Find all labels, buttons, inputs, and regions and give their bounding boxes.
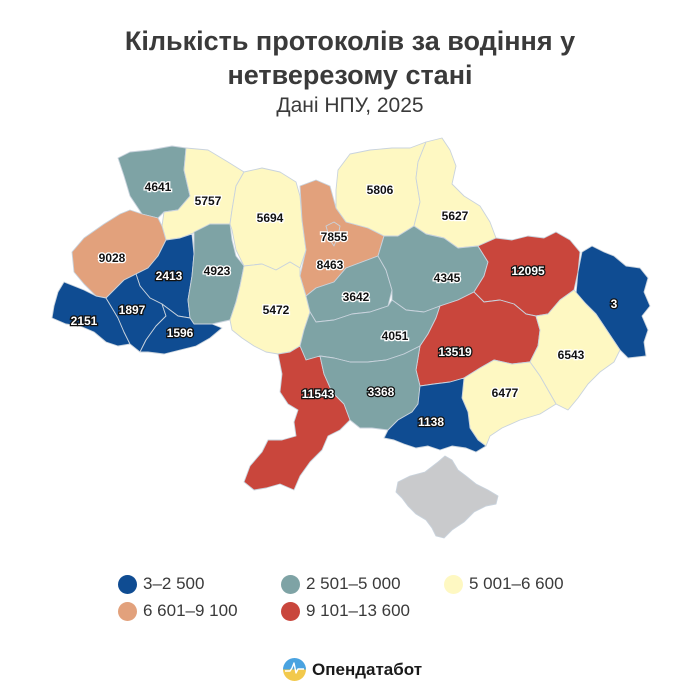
- label-sumy: 5627: [442, 209, 469, 223]
- region-kherson[interactable]: [383, 377, 487, 453]
- label-ternopil: 2413: [156, 269, 183, 283]
- chart-title-line2: нетверезому стані: [227, 60, 473, 90]
- label-kherson: 1138: [418, 415, 444, 429]
- label-rivne: 5757: [195, 194, 222, 208]
- legend-label: 3–2 500: [143, 574, 205, 593]
- chart-title-line1: Кількість протоколів за водіння у: [124, 26, 576, 56]
- label-lviv: 9028: [99, 251, 126, 265]
- legend-swatch: [118, 574, 137, 594]
- legend-item-bin3[interactable]: 5 001–6 600: [444, 574, 564, 594]
- legend-swatch: [281, 601, 300, 621]
- region-chernivtsi[interactable]: [139, 303, 223, 355]
- legend-item-bin1[interactable]: 3–2 500: [118, 574, 204, 594]
- label-poltava: 4345: [434, 271, 461, 285]
- chart-subtitle: Дані НПУ, 2025: [276, 94, 424, 117]
- label-zhytomyr: 5694: [257, 211, 284, 225]
- brand-name: Опендатабот: [312, 659, 423, 679]
- label-odesa: 11543: [302, 387, 335, 401]
- region-kyiv-city[interactable]: [325, 221, 341, 247]
- label-vinnytsia: 5472: [263, 303, 290, 317]
- legend-swatch: [118, 601, 137, 621]
- region-zakarpattia[interactable]: [51, 281, 131, 347]
- legend-item-bin5[interactable]: 9 101–13 600: [281, 601, 410, 621]
- label-zaporizhzhia: 6477: [492, 386, 519, 400]
- label-kyiv-city: 8463: [317, 258, 344, 272]
- label-mykolaiv: 3368: [368, 385, 395, 399]
- region-crimea[interactable]: [395, 455, 499, 539]
- label-donetsk: 6543: [558, 348, 585, 362]
- label-kharkiv: 12095: [511, 264, 545, 278]
- legend-item-bin4[interactable]: 6 601–9 100: [118, 601, 238, 621]
- label-chernivtsi: 1596: [167, 326, 194, 340]
- label-dnipropetrovsk: 13519: [438, 345, 472, 359]
- region-sumy[interactable]: [413, 137, 497, 249]
- label-chernihiv: 5806: [367, 183, 394, 197]
- legend-swatch: [444, 574, 463, 594]
- label-zakarpattia: 2151: [71, 314, 98, 328]
- legend-swatch: [281, 574, 300, 594]
- label-luhansk: 3: [611, 297, 618, 311]
- legend-item-bin2[interactable]: 2 501–5 000: [281, 574, 401, 594]
- label-kyiv-oblast: 7855: [321, 230, 348, 244]
- label-volyn: 4641: [145, 180, 172, 194]
- legend-label: 2 501–5 000: [306, 574, 401, 593]
- label-ivano-frankivsk: 1897: [119, 303, 146, 317]
- opendatabot-logo-icon: [283, 658, 306, 681]
- label-cherkasy: 3642: [343, 290, 370, 304]
- brand-footer: Опендатабот: [283, 658, 422, 681]
- legend-label: 9 101–13 600: [306, 601, 410, 620]
- label-kirovohrad: 4051: [382, 329, 409, 343]
- label-khmelnytskyi: 4923: [204, 264, 231, 278]
- legend-label: 5 001–6 600: [469, 574, 564, 593]
- legend-label: 6 601–9 100: [143, 601, 238, 620]
